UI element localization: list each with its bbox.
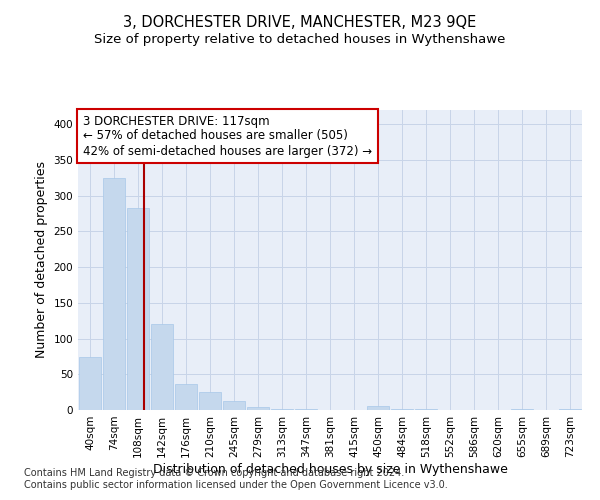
Text: 3 DORCHESTER DRIVE: 117sqm
← 57% of detached houses are smaller (505)
42% of sem: 3 DORCHESTER DRIVE: 117sqm ← 57% of deta… xyxy=(83,114,372,158)
Bar xyxy=(127,208,149,410)
Text: 3, DORCHESTER DRIVE, MANCHESTER, M23 9QE: 3, DORCHESTER DRIVE, MANCHESTER, M23 9QE xyxy=(124,15,476,30)
Bar xyxy=(271,408,293,410)
Bar xyxy=(391,408,413,410)
Bar xyxy=(367,406,389,410)
Bar xyxy=(175,384,197,410)
Text: Contains HM Land Registry data © Crown copyright and database right 2024.: Contains HM Land Registry data © Crown c… xyxy=(24,468,404,477)
Text: Size of property relative to detached houses in Wythenshawe: Size of property relative to detached ho… xyxy=(94,32,506,46)
Bar xyxy=(199,392,221,410)
Y-axis label: Number of detached properties: Number of detached properties xyxy=(35,162,48,358)
Bar xyxy=(103,178,125,410)
X-axis label: Distribution of detached houses by size in Wythenshawe: Distribution of detached houses by size … xyxy=(152,462,508,475)
Bar xyxy=(79,357,101,410)
Text: Contains public sector information licensed under the Open Government Licence v3: Contains public sector information licen… xyxy=(24,480,448,490)
Bar xyxy=(247,407,269,410)
Bar xyxy=(151,324,173,410)
Bar xyxy=(223,400,245,410)
